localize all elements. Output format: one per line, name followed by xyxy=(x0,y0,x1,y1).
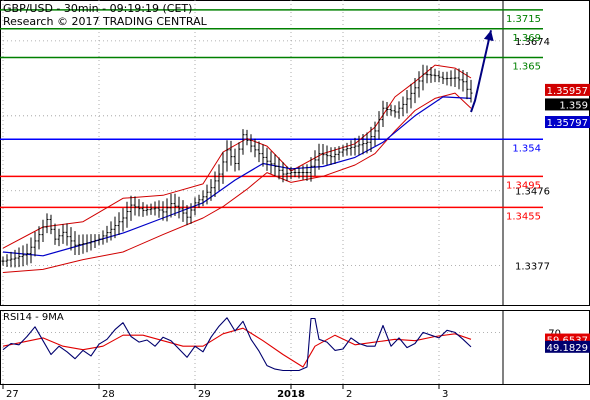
level-label: 1.354 xyxy=(512,143,541,154)
chart-title: GBP/USD - 30min - 09:19:19 (CET) xyxy=(3,2,193,15)
price-tag-box xyxy=(545,83,590,96)
time-tick-label: 27 xyxy=(6,389,19,400)
time-tick-label: 2 xyxy=(346,389,352,400)
price-tick-label: 1.3476 xyxy=(515,187,550,198)
time-tick-label: 3 xyxy=(442,389,448,400)
level-label: 1.3495 xyxy=(506,180,541,191)
main-panel-frame xyxy=(0,0,590,306)
level-label: 1.369 xyxy=(512,33,541,44)
level-label: 1.365 xyxy=(512,62,541,73)
price-tick-label: 1.3377 xyxy=(515,262,550,273)
price-tag-label: 1.35797 xyxy=(547,118,588,129)
price-tag-box xyxy=(545,98,590,111)
forecast-arrow-line xyxy=(470,30,492,113)
rsi-tag-box xyxy=(545,340,590,353)
rsi-panel-frame xyxy=(0,310,590,385)
price-tag-box xyxy=(545,116,590,129)
price-tag-label: 1.35957 xyxy=(547,86,588,97)
rsi-title: RSI14 - 9MA xyxy=(3,312,64,323)
rsi-line xyxy=(2,317,472,372)
level-label: 1.3455 xyxy=(506,211,541,222)
time-tick-label: 2018 xyxy=(277,389,305,400)
rsi-ma-line xyxy=(2,327,472,368)
forecast-arrow-head xyxy=(483,30,494,42)
level-label: 1.3715 xyxy=(506,14,541,25)
bollinger-lower-line xyxy=(2,92,472,273)
copyright-text: Research © 2017 TRADING CENTRAL xyxy=(3,15,207,28)
time-tick-label: 29 xyxy=(198,389,211,400)
price-tick-label: 1.3674 xyxy=(515,37,550,48)
time-tick-label: 28 xyxy=(102,389,115,400)
price-tag-label: 1.359 xyxy=(559,100,588,111)
rsi-tag-label: 49.1829 xyxy=(547,343,588,354)
bollinger-upper-line xyxy=(2,64,472,249)
